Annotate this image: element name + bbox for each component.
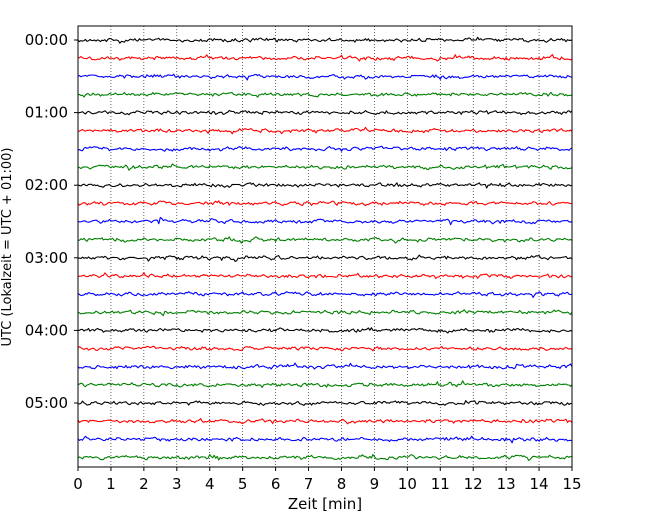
y-tick-label: 05:00 (25, 394, 68, 412)
trace-row (77, 182, 573, 189)
trace-row (77, 216, 573, 226)
trace-row (77, 362, 573, 370)
plot-frame (77, 25, 573, 468)
trace-row (77, 400, 573, 406)
trace-row (77, 145, 573, 152)
y-tick-label: 03:00 (25, 249, 68, 267)
x-tick-label: 7 (304, 475, 314, 493)
seismogram-traces (77, 36, 573, 461)
trace-row (78, 327, 573, 334)
trace-row (77, 109, 573, 116)
trace-row (77, 380, 573, 388)
x-tick-label: 13 (497, 475, 516, 493)
x-tick-label: 10 (398, 475, 417, 493)
trace-row (77, 236, 573, 244)
x-tick-label: 4 (205, 475, 215, 493)
trace-row (77, 345, 573, 352)
trace-row (77, 54, 573, 62)
y-tick-label: 04:00 (25, 321, 68, 339)
x-tick-label: 3 (172, 475, 182, 493)
trace-row (77, 36, 573, 44)
x-tick-label: 11 (431, 475, 450, 493)
x-tick-label: 2 (139, 475, 149, 493)
trace-row (77, 91, 573, 98)
x-tick-label: 15 (562, 475, 581, 493)
trace-row (77, 200, 573, 207)
x-tick-label: 8 (337, 475, 347, 493)
x-tick-label: 9 (370, 475, 380, 493)
x-tick-label: 6 (271, 475, 281, 493)
trace-row (77, 454, 573, 461)
y-axis-ticks: 00:00 01:00 02:00 03:00 04:00 05:00 (25, 31, 78, 412)
x-axis-title: Zeit [min] (288, 495, 362, 513)
y-tick-label: 01:00 (25, 104, 68, 122)
y-tick-label: 02:00 (25, 176, 68, 194)
trace-row (77, 435, 573, 444)
x-tick-label: 5 (238, 475, 248, 493)
x-tick-label: 0 (73, 475, 83, 493)
y-axis-title: UTC (Lokalzeit = UTC + 01:00) (0, 148, 15, 347)
trace-row (77, 163, 573, 171)
trace-row (77, 272, 573, 280)
x-axis-ticks: 0 1 2 3 4 5 6 7 8 9 10 11 12 13 14 15 (73, 467, 582, 493)
trace-row (77, 254, 573, 262)
x-tick-label: 14 (530, 475, 549, 493)
trace-row (77, 291, 573, 298)
y-tick-label: 00:00 (25, 31, 68, 49)
trace-row (77, 309, 573, 317)
x-tick-label: 1 (106, 475, 116, 493)
x-tick-label: 12 (464, 475, 483, 493)
trace-row (77, 73, 572, 81)
trace-row (77, 418, 573, 425)
trace-row (77, 126, 573, 135)
